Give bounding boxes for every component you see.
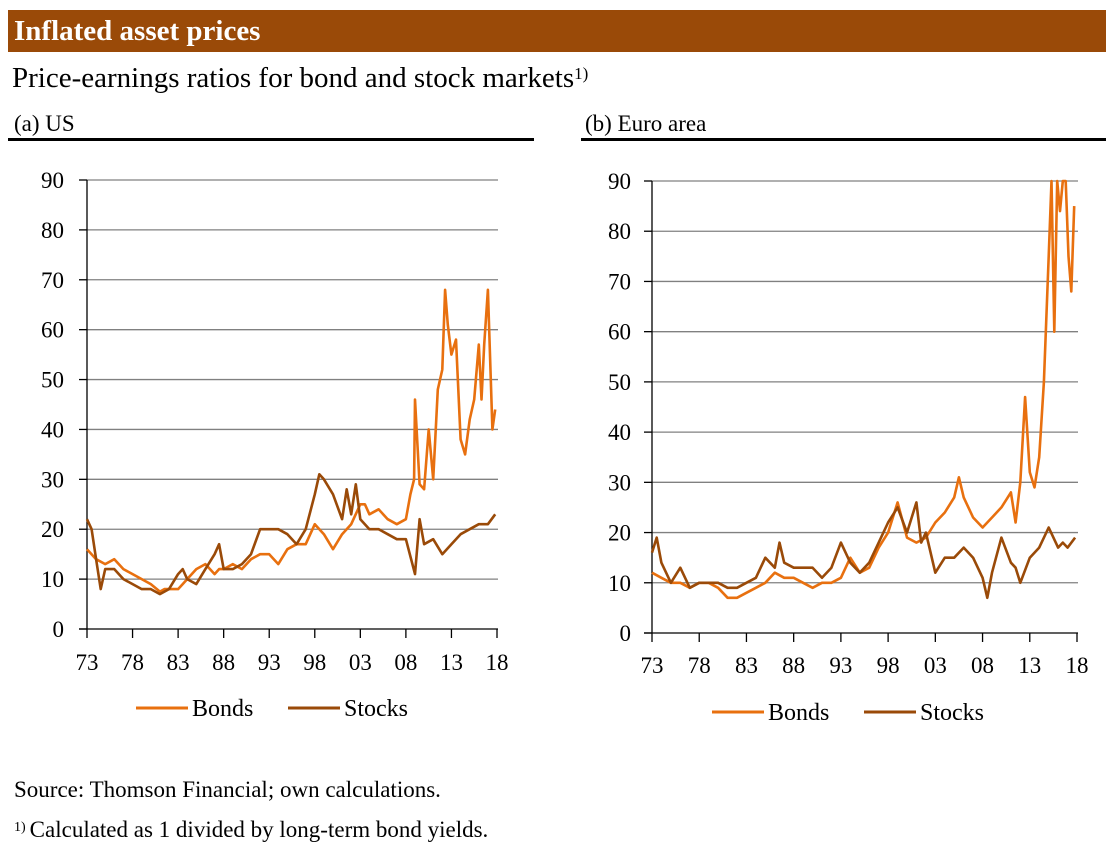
source-note: Source: Thomson Financial; own calculati… xyxy=(14,777,441,802)
footnote-text: Calculated as 1 divided by long-term bon… xyxy=(29,817,489,842)
x-tick-label: 83 xyxy=(735,653,758,678)
subtitle-text: Price-earnings ratios for bond and stock… xyxy=(12,62,575,94)
y-tick-label: 0 xyxy=(53,617,65,642)
x-tick-label: 73 xyxy=(76,650,99,675)
x-tick-label: 93 xyxy=(829,653,852,678)
x-tick-label: 08 xyxy=(394,650,417,675)
y-tick-label: 60 xyxy=(41,318,64,343)
x-tick-label: 88 xyxy=(782,653,805,678)
y-tick-label: 80 xyxy=(608,219,631,244)
y-tick-label: 20 xyxy=(608,521,631,546)
panel-title-us: (a) US xyxy=(14,111,75,136)
x-tick-label: 98 xyxy=(877,653,900,678)
series-line-bonds xyxy=(651,179,1076,600)
panel-title-euro: (b) Euro area xyxy=(585,111,707,136)
x-tick-label: 08 xyxy=(971,653,994,678)
legend: Bonds Stocks xyxy=(136,696,408,722)
x-tick-label: 73 xyxy=(641,653,664,678)
chart-subtitle: Price-earnings ratios for bond and stock… xyxy=(12,60,588,96)
x-tick-label: 88 xyxy=(212,650,235,675)
y-tick-label: 30 xyxy=(41,467,64,492)
x-tick-label: 78 xyxy=(688,653,711,678)
legend-label-stocks: Stocks xyxy=(920,700,984,726)
legend: Bonds Stocks xyxy=(712,700,984,726)
y-tick-label: 20 xyxy=(41,517,64,542)
panel-rule-us xyxy=(8,138,534,141)
y-tick-label: 40 xyxy=(608,420,631,445)
x-tick-label: 03 xyxy=(924,653,947,678)
chart-us: 0 10 20 30 40 50 60 70 80 90 73 78 83 88 93 98 03 08 13 18 B… xyxy=(41,168,509,722)
chart-euro: 0 10 20 30 40 50 60 70 80 90 73 78 83 88 93 98 03 08 13 18 B… xyxy=(608,169,1089,726)
y-tick-label: 60 xyxy=(608,320,631,345)
x-tick-label: 83 xyxy=(167,650,190,675)
x-tick-label: 13 xyxy=(1018,653,1041,678)
series-line-bonds xyxy=(86,288,497,593)
subtitle-footnote-marker: 1) xyxy=(574,64,589,83)
y-tick-label: 10 xyxy=(41,567,64,592)
y-tick-label: 10 xyxy=(608,571,631,596)
y-tick-label: 50 xyxy=(41,368,64,393)
y-tick-label: 90 xyxy=(41,168,64,193)
x-tick-label: 93 xyxy=(258,650,281,675)
y-tick-label: 70 xyxy=(41,268,64,293)
legend-label-bonds: Bonds xyxy=(768,700,829,726)
x-tick-label: 18 xyxy=(1066,653,1089,678)
y-tick-label: 40 xyxy=(41,417,64,442)
legend-label-bonds: Bonds xyxy=(192,696,253,722)
series-line-stocks xyxy=(650,501,1077,600)
footnote-marker: 1) xyxy=(14,820,26,835)
x-tick-label: 13 xyxy=(440,650,463,675)
y-tick-label: 50 xyxy=(608,370,631,395)
panel-rule-euro xyxy=(581,138,1106,141)
y-tick-label: 80 xyxy=(41,218,64,243)
x-tick-label: 03 xyxy=(349,650,372,675)
header-title: Inflated asset prices xyxy=(14,15,261,47)
y-tick-label: 30 xyxy=(608,470,631,495)
y-tick-label: 70 xyxy=(608,269,631,294)
x-tick-label: 18 xyxy=(486,650,509,675)
y-tick-label: 90 xyxy=(608,169,631,194)
header-bar: Inflated asset prices xyxy=(8,10,1106,52)
y-tick-label: 0 xyxy=(620,621,632,646)
legend-label-stocks: Stocks xyxy=(344,696,408,722)
x-tick-label: 78 xyxy=(121,650,144,675)
x-tick-label: 98 xyxy=(303,650,326,675)
series-line-stocks xyxy=(85,472,497,596)
footnote: 1) Calculated as 1 divided by long-term b… xyxy=(14,816,488,844)
